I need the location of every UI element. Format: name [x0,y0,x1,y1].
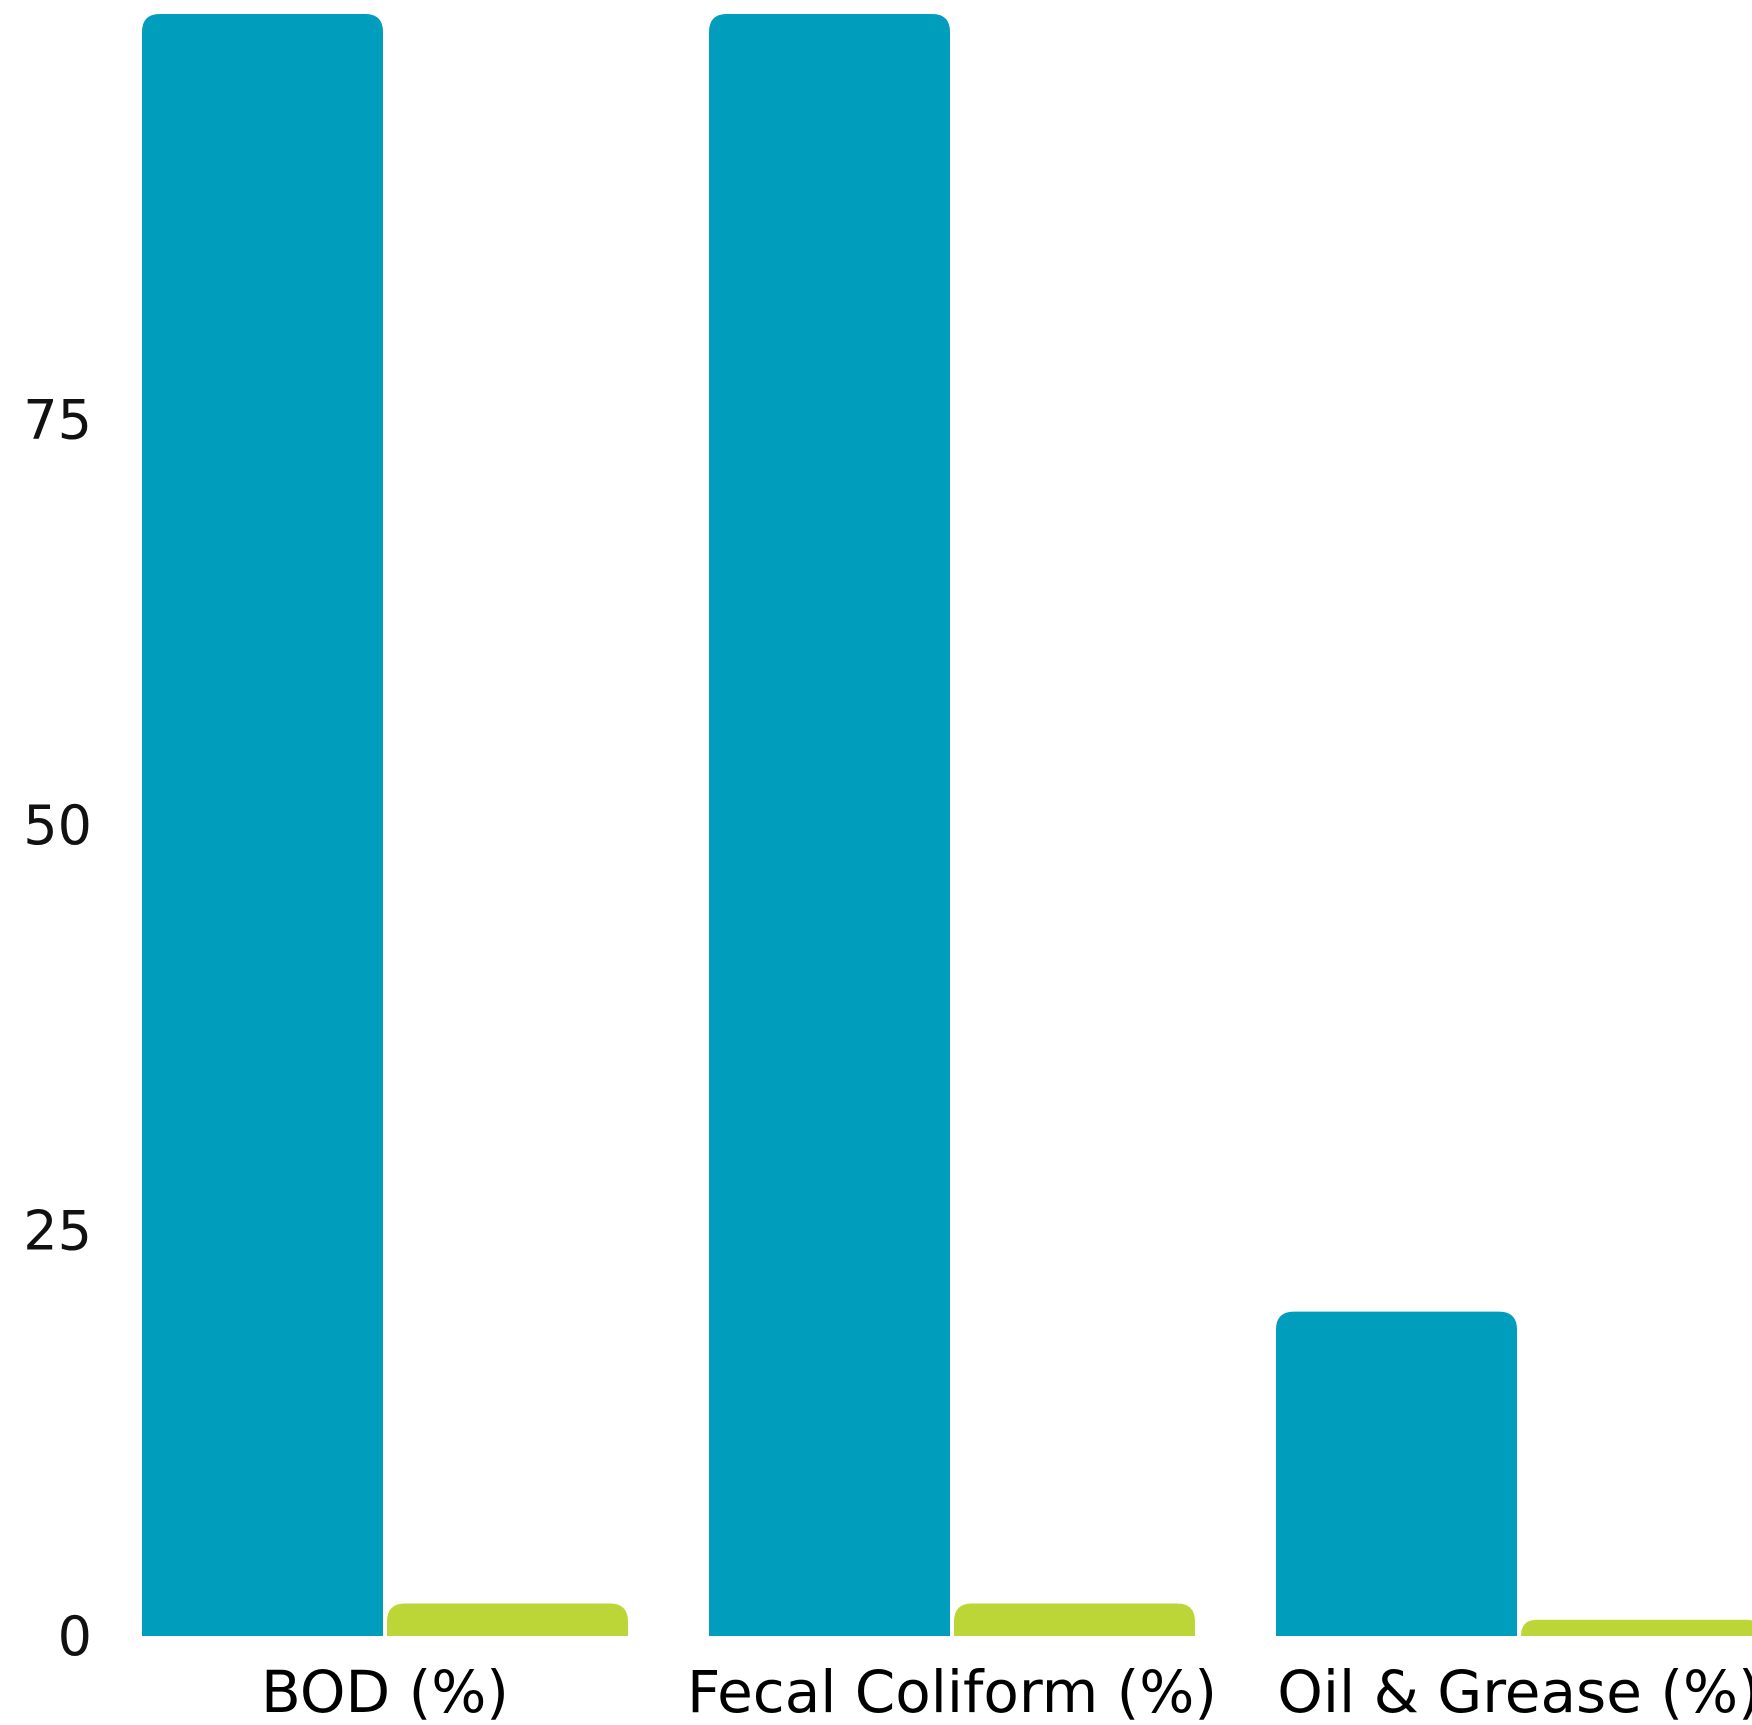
bar-series-1-category-3 [1276,1311,1517,1636]
y-axis-ticks: 0 25 50 75 [23,389,92,1669]
y-tick-label: 75 [23,389,92,452]
bar-series-1-category-1 [142,14,383,1636]
bar-series-2-category-2 [954,1603,1195,1636]
category-labels: BOD (%) Fecal Coliform (%) Oil & Grease (%… [261,1658,1752,1725]
category-label: Oil & Grease (%) [1277,1658,1752,1725]
y-tick-label: 0 [58,1605,92,1668]
bars [142,14,1752,1636]
y-tick-label: 25 [23,1200,92,1263]
category-label: BOD (%) [261,1658,509,1725]
bar-series-2-category-1 [387,1603,628,1636]
category-label: Fecal Coliform (%) [687,1658,1217,1725]
y-tick-label: 50 [23,794,92,857]
bar-series-1-category-2 [709,14,950,1636]
bar-series-2-category-3 [1521,1619,1752,1636]
